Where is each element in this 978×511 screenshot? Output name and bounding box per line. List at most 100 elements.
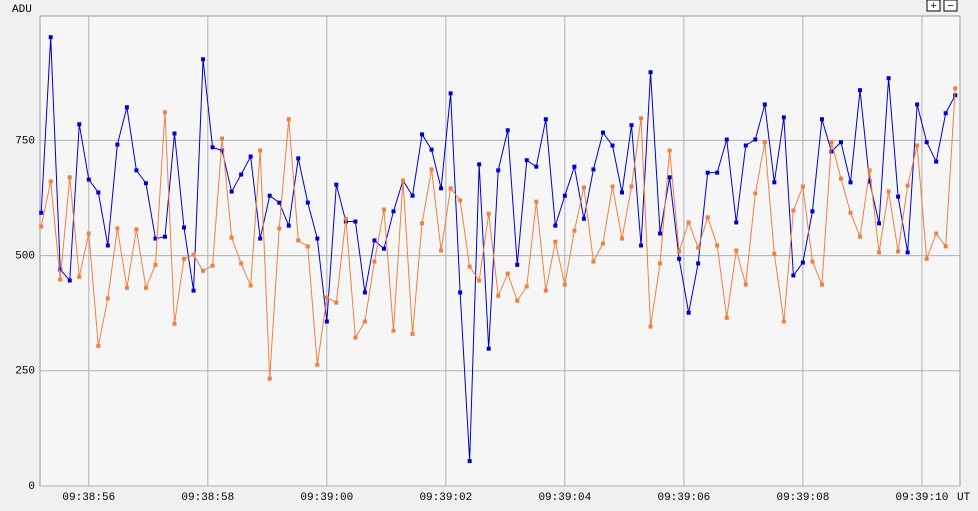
data-point: [753, 191, 758, 196]
data-point: [362, 319, 367, 324]
data-point: [86, 231, 91, 236]
data-point: [448, 186, 453, 191]
data-point: [182, 225, 187, 230]
data-point: [619, 236, 624, 241]
data-point: [153, 236, 158, 241]
data-point: [134, 168, 139, 173]
button-label[interactable]: +: [930, 1, 937, 13]
data-point: [905, 183, 910, 188]
data-point: [153, 262, 158, 267]
data-point: [648, 70, 653, 75]
data-point: [838, 140, 843, 145]
data-point: [819, 282, 824, 287]
button-frame[interactable]: [943, 0, 958, 12]
data-point: [429, 147, 434, 152]
data-point: [877, 221, 882, 226]
data-point: [201, 268, 206, 273]
data-point: [810, 209, 815, 214]
data-point: [505, 271, 510, 276]
data-point: [258, 148, 263, 153]
data-point: [277, 226, 282, 231]
data-point: [648, 324, 653, 329]
zoom-in-button[interactable]: +: [926, 0, 941, 13]
data-point: [267, 193, 272, 198]
data-point: [486, 346, 491, 351]
data-point: [829, 140, 834, 145]
data-point: [172, 321, 177, 326]
data-point: [67, 278, 72, 283]
data-point: [762, 102, 767, 107]
data-point: [753, 137, 758, 142]
data-point: [477, 278, 482, 283]
data-point: [458, 198, 463, 203]
y-tick-label: 500: [15, 251, 35, 263]
data-point: [410, 331, 415, 336]
data-point: [677, 249, 682, 254]
data-point: [886, 76, 891, 81]
data-point: [343, 216, 348, 221]
data-point: [810, 259, 815, 264]
data-point: [629, 123, 634, 128]
data-point: [296, 156, 301, 161]
data-point: [677, 256, 682, 261]
data-point: [896, 249, 901, 254]
data-point: [220, 136, 225, 141]
data-point: [734, 220, 739, 225]
data-point: [819, 117, 824, 122]
data-point: [191, 252, 196, 257]
data-point: [781, 115, 786, 120]
data-point: [591, 167, 596, 172]
data-point: [686, 220, 691, 225]
plot-area: [39, 15, 961, 487]
zoom-out-button[interactable]: −: [943, 0, 958, 13]
data-point: [515, 262, 520, 267]
data-point: [848, 210, 853, 215]
data-point: [934, 231, 939, 236]
data-point: [743, 282, 748, 287]
data-point: [867, 179, 872, 184]
data-point: [934, 159, 939, 164]
data-point: [305, 200, 310, 205]
data-point: [420, 132, 425, 137]
data-point: [267, 376, 272, 381]
data-point: [96, 343, 101, 348]
data-point: [724, 315, 729, 320]
data-point: [334, 182, 339, 187]
data-point: [658, 231, 663, 236]
x-tick-label: 09:39:04: [538, 492, 591, 504]
data-point: [858, 234, 863, 239]
data-point: [743, 143, 748, 148]
data-point: [381, 246, 386, 251]
data-point: [220, 148, 225, 153]
data-point: [877, 250, 882, 255]
data-point: [505, 128, 510, 133]
data-point: [524, 158, 529, 163]
x-tick-label: 09:39:08: [776, 492, 829, 504]
data-point: [658, 261, 663, 266]
button-label[interactable]: −: [947, 1, 954, 13]
data-point: [477, 162, 482, 167]
data-point: [667, 148, 672, 153]
y-tick-label: 750: [15, 135, 35, 147]
x-tick-label: 09:39:02: [419, 492, 472, 504]
data-point: [715, 243, 720, 248]
data-point: [515, 298, 520, 303]
data-point: [600, 130, 605, 135]
data-point: [401, 178, 406, 183]
data-point: [191, 288, 196, 293]
data-point: [686, 310, 691, 315]
data-point: [324, 295, 329, 300]
x-tick-label: 09:39:06: [657, 492, 710, 504]
data-point: [667, 175, 672, 180]
button-frame[interactable]: [926, 0, 941, 12]
data-point: [391, 209, 396, 214]
data-point: [562, 282, 567, 287]
data-point: [105, 243, 110, 248]
data-point: [239, 172, 244, 177]
data-point: [915, 143, 920, 148]
data-point: [439, 186, 444, 191]
data-point: [705, 215, 710, 220]
data-point: [439, 248, 444, 253]
data-point: [143, 285, 148, 290]
